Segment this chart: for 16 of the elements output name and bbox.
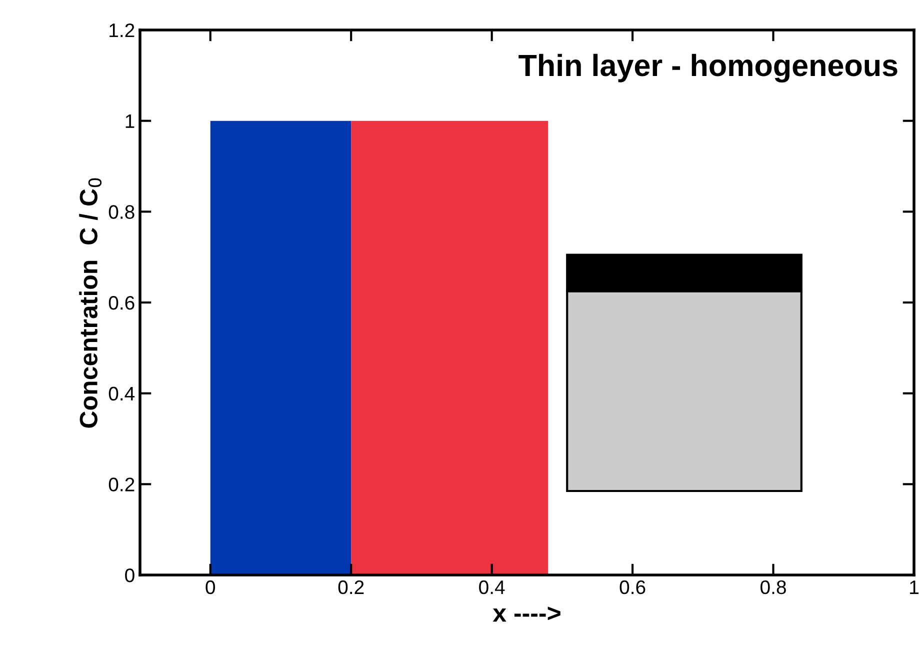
x-tick-label: 0.4 <box>479 580 505 594</box>
y-tick-label: 0 <box>125 568 134 582</box>
x-tick-label: 1 <box>910 580 918 594</box>
x-axis-title: x ----> <box>492 606 560 622</box>
x-tick-label: 0.6 <box>620 580 646 594</box>
y-tick-label: 1 <box>126 114 134 128</box>
y-tick-label: 1.2 <box>110 23 134 38</box>
text: Thin layer - homogeneous <box>518 54 898 82</box>
y-tick-label: 0.6 <box>108 296 134 310</box>
y-tick-label: 0.4 <box>108 386 135 401</box>
x-tick-label: 0 <box>206 580 216 594</box>
y-axis-title: Concentration C / C$_{0}$ <box>79 178 102 428</box>
x-tick-label: 0.8 <box>760 580 786 594</box>
y-tick-label: 0.2 <box>108 478 134 492</box>
x-tick-label: 0.2 <box>338 580 364 594</box>
y-tick-label: 0.8 <box>108 205 134 219</box>
